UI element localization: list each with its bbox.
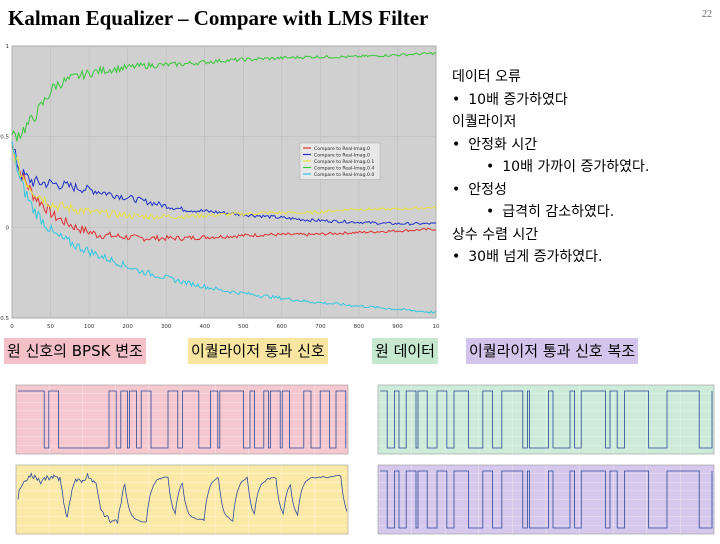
series-line-green (11, 52, 437, 142)
bullet-icon: • (452, 181, 461, 198)
waveform-line (380, 470, 713, 529)
chart-svg: 0501002003004005006007008009001010.50-0.… (0, 44, 440, 330)
bullet-icon: • (486, 204, 495, 220)
note-text: 데이터 오류 (452, 69, 521, 85)
convergence-chart: 0501002003004005006007008009001010.50-0.… (0, 42, 444, 332)
x-tick-label: 500 (238, 324, 249, 330)
x-tick-label: 700 (315, 324, 326, 330)
note-text: 급격히 감소하였다. (502, 204, 615, 220)
note-text: 10배 가까이 증가하였다. (502, 159, 650, 175)
page-number: 22 (702, 9, 712, 20)
pane-original-data (364, 381, 718, 460)
pane-demodulated-data (364, 461, 718, 540)
note-text: 10배 증가하였다 (468, 91, 568, 108)
x-tick-label: 900 (392, 324, 403, 330)
note-text: 이퀄라이저 (452, 114, 517, 130)
y-tick-label: 0.5 (0, 135, 9, 141)
label-equalizer-demod: 이퀄라이저 통과 신호 복조 (466, 338, 639, 364)
label-equalizer-output: 이퀄라이저 통과 신호 (188, 338, 328, 364)
x-tick-label: 400 (199, 324, 210, 330)
note-text: 30배 넘게 증가하였다. (468, 249, 603, 265)
legend-entry: Compare to Real-Imag.0.0 (314, 172, 374, 178)
x-tick-label: 200 (122, 324, 133, 330)
plot-area (11, 45, 437, 319)
x-tick-label: 10 (433, 324, 440, 330)
series-line-blue (11, 142, 437, 226)
note-item: 데이터 오류 (452, 66, 718, 89)
x-tick-label: 800 (354, 324, 365, 330)
note-item: • 안정화 시간 (452, 134, 718, 157)
series-line-yellow (11, 142, 437, 221)
note-item: • 10배 증가하였다 (452, 89, 718, 112)
pane-bpsk-signal (2, 381, 352, 460)
legend-entry: Compare to Real-Imag.0 (314, 146, 370, 152)
note-item: • 10배 가까이 증가하였다. (452, 156, 718, 179)
note-item: • 30배 넘게 증가하였다. (452, 246, 718, 269)
note-text: 안정성 (468, 181, 507, 198)
label-bpsk-modulation: 원 신호의 BPSK 변조 (4, 338, 146, 364)
legend-entry: Compare to Real-Imag.0.4 (314, 166, 374, 172)
legend-entry: Compare to Real-Imag.0.1 (314, 159, 374, 165)
waveform-line (17, 472, 348, 524)
series-line-red (11, 145, 437, 242)
y-tick-label: -0.5 (0, 316, 9, 322)
series-line-cyan (11, 141, 437, 314)
bullet-icon: • (452, 91, 461, 108)
slide-title: Kalman Equalizer – Compare with LMS Filt… (8, 6, 429, 30)
note-item: • 안정성 (452, 179, 718, 202)
waveform-line (18, 390, 347, 449)
bullet-icon: • (452, 249, 461, 265)
x-tick-label: 50 (47, 324, 54, 330)
bullet-icon: • (486, 159, 495, 175)
y-tick-label: 0 (6, 225, 10, 231)
x-tick-label: 600 (277, 324, 288, 330)
note-item: 상수 수렴 시간 (452, 224, 718, 247)
label-original-data: 원 데이터 (372, 338, 438, 364)
x-tick-label: 0 (10, 324, 14, 330)
waveform-line (380, 390, 713, 449)
note-item: • 급격히 감소하였다. (452, 201, 718, 224)
note-text: 상수 수렴 시간 (452, 226, 539, 243)
y-tick-label: 1 (6, 44, 10, 50)
x-tick-label: 300 (161, 324, 172, 330)
legend-entry: Compare to Real-Imag.0 (314, 153, 370, 159)
x-tick-label: 100 (84, 324, 95, 330)
note-text: 안정화 시간 (468, 136, 538, 153)
legend-box (299, 142, 381, 180)
pane-equalizer-output (2, 461, 352, 540)
note-item: 이퀄라이저 (452, 111, 718, 134)
bullet-icon: • (452, 136, 461, 153)
